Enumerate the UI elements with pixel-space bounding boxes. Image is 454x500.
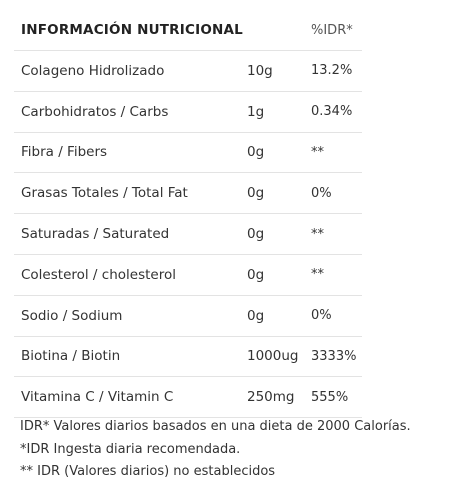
table-row: Saturadas / Saturated 0g ** [14, 213, 362, 255]
nutrient-name: Biotina / Biotin [14, 336, 240, 378]
nutrition-table: INFORMACIÓN NUTRICIONAL %IDR* Colageno H… [14, 10, 362, 419]
nutrient-amount: 250mg [240, 376, 304, 419]
table-row: Carbohidratos / Carbs 1g 0.34% [14, 91, 362, 133]
idr-column-header: %IDR* [304, 10, 362, 51]
nutrient-name: Carbohidratos / Carbs [14, 91, 240, 133]
nutrient-name: Sodio / Sodium [14, 295, 240, 337]
nutrient-name: Grasas Totales / Total Fat [14, 172, 240, 215]
footnote-idr-basis: IDR* Valores diarios basados en una diet… [20, 419, 411, 434]
nutrient-name: Colageno Hidrolizado [14, 50, 240, 92]
table-row: Fibra / Fibers 0g ** [14, 132, 362, 174]
nutrient-name: Colesterol / cholesterol [14, 254, 240, 296]
table-row: Vitamina C / Vitamin C 250mg 555% [14, 376, 362, 419]
nutrient-amount: 10g [240, 50, 304, 92]
nutrient-idr: ** [304, 213, 362, 255]
nutrient-idr: 13.2% [304, 50, 362, 92]
table-title: INFORMACIÓN NUTRICIONAL [14, 10, 243, 51]
footnote-not-established: ** IDR (Valores diarios) no establecidos [20, 464, 276, 479]
nutrition-rows: Colageno Hidrolizado 10g 13.2% Carbohidrato… [14, 50, 362, 419]
footnote-idr-definition: *IDR Ingesta diaria recomendada. [20, 441, 241, 457]
table-row: Grasas Totales / Total Fat 0g 0% [14, 172, 362, 215]
nutrient-name: Vitamina C / Vitamin C [14, 376, 240, 419]
nutrient-amount: 0g [240, 172, 304, 215]
nutrient-amount: 0g [240, 295, 304, 337]
nutrient-idr: 555% [304, 376, 362, 419]
nutrient-name: Saturadas / Saturated [14, 213, 240, 255]
nutrient-idr: ** [304, 132, 362, 174]
table-row: Colageno Hidrolizado 10g 13.2% [14, 50, 362, 92]
table-row: Colesterol / cholesterol 0g ** [14, 254, 362, 296]
nutrient-amount: 1000ug [240, 336, 304, 378]
table-header-row: INFORMACIÓN NUTRICIONAL %IDR* [14, 10, 362, 51]
table-row: Biotina / Biotin 1000ug 3333% [14, 336, 362, 378]
nutrient-idr: 0% [304, 172, 362, 215]
table-row: Sodio / Sodium 0g 0% [14, 295, 362, 337]
nutrient-amount: 1g [240, 91, 304, 133]
nutrient-name: Fibra / Fibers [14, 132, 240, 174]
amount-column-header [240, 10, 304, 51]
nutrient-amount: 0g [240, 254, 304, 296]
nutrient-idr: ** [304, 254, 362, 296]
nutrient-amount: 0g [240, 213, 304, 255]
footnotes: IDR* Valores diarios basados en una diet… [20, 416, 450, 484]
nutrient-idr: 3333% [304, 336, 362, 378]
nutrient-idr: 0% [304, 295, 362, 337]
nutrient-idr: 0.34% [304, 91, 362, 133]
nutrient-amount: 0g [240, 132, 304, 174]
